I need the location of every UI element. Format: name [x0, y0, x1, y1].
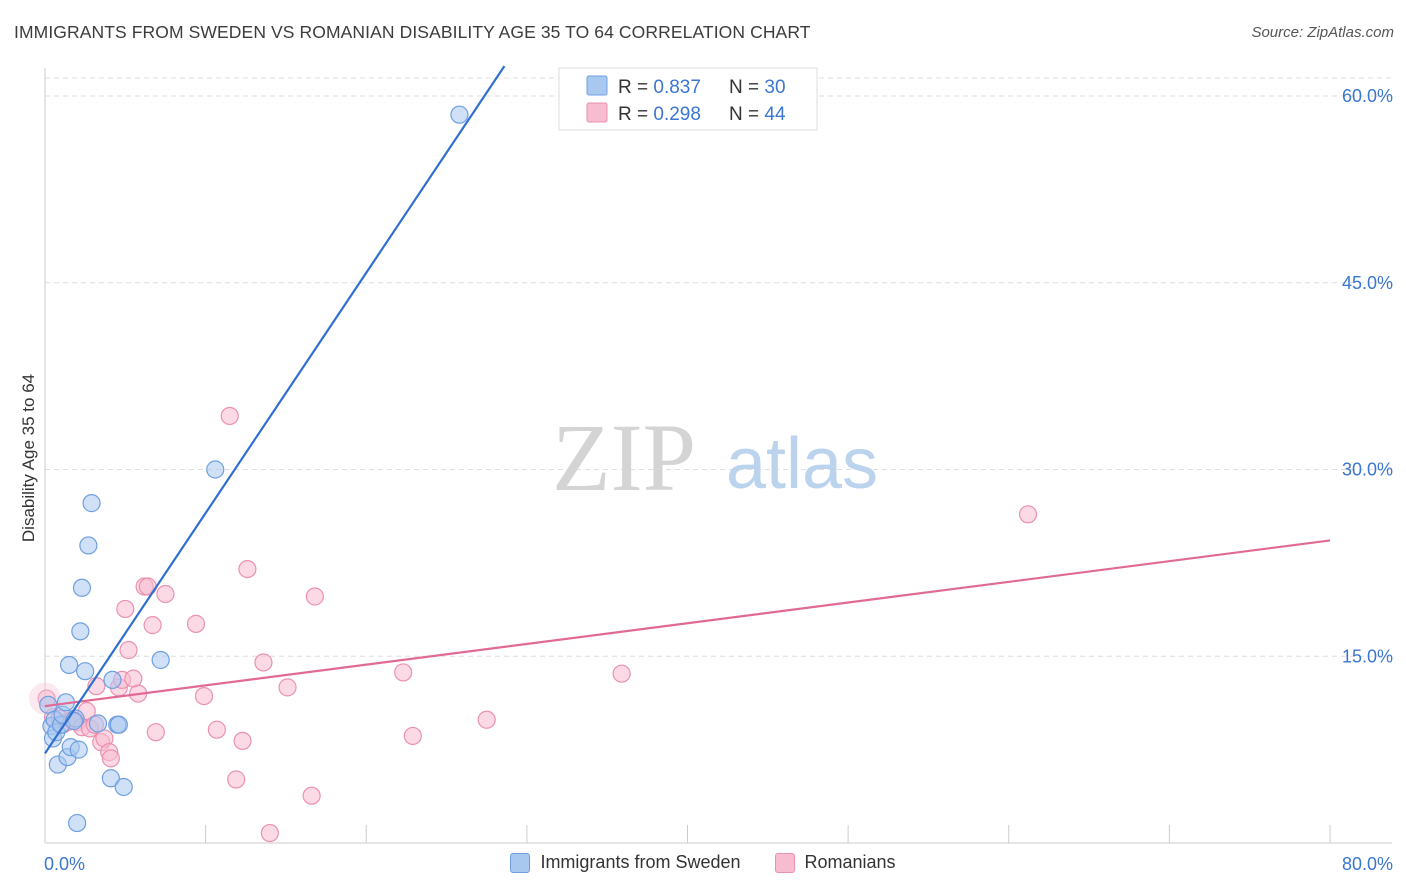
trend-line-romanians: [44, 539, 1331, 708]
romanians-point-35: [260, 823, 279, 843]
legend-item-romanians: Romanians: [774, 852, 896, 873]
y-tick-label-0: 15.0%: [1342, 646, 1393, 666]
romanians-point-34: [254, 653, 273, 672]
romanians-point-43: [1018, 505, 1038, 524]
sweden-point-18: [82, 494, 101, 513]
romanians-point-41: [477, 710, 496, 729]
series-romanians-points: [29, 406, 1038, 843]
sweden-point-20: [101, 769, 120, 788]
sweden-point-29: [64, 711, 84, 731]
romanians-point-15: [101, 749, 120, 768]
legend-bottom: Immigrants from Sweden Romanians: [0, 852, 1406, 873]
sweden-point-14: [71, 622, 90, 641]
legend-n-label-2: N =: [729, 104, 764, 125]
sweden-point-27: [206, 460, 225, 479]
watermark-zip: ZIP: [552, 404, 696, 511]
x-tick-label-0: 0.0%: [44, 854, 85, 874]
romanians-point-25: [146, 723, 165, 742]
romanians-point-27: [186, 614, 206, 633]
y-tick-label-1: 30.0%: [1342, 460, 1393, 480]
y-tick-label-3: 60.0%: [1342, 86, 1393, 106]
romanians-point-36: [278, 678, 297, 697]
sweden-point-15: [72, 578, 92, 597]
axes: [44, 68, 1392, 844]
legend-bottom-swatch-romanians: [774, 852, 795, 873]
sweden-point-23: [109, 715, 128, 734]
source-label: Source: ZipAtlas.com: [1251, 24, 1394, 41]
x-tick-labels: 0.0% 80.0%: [44, 854, 1393, 874]
svg-text:N = 30: N = 30: [729, 77, 786, 98]
romanians-point-29: [207, 720, 226, 739]
romanians-point-26: [156, 584, 175, 604]
sweden-point-19: [88, 714, 108, 733]
romanians-point-31: [220, 406, 239, 426]
legend-n-value-1: 30: [764, 77, 785, 98]
sweden-point-21: [103, 670, 122, 690]
romanians-point-19: [119, 640, 138, 660]
sweden-point-13: [69, 740, 88, 759]
legend-n-label-1: N =: [729, 77, 764, 98]
legend-bottom-label-romanians: Romanians: [804, 852, 896, 872]
sweden-point-10: [59, 655, 79, 675]
sweden-point-26: [151, 650, 170, 670]
legend-bottom-label-sweden: Immigrants from Sweden: [540, 852, 741, 872]
romanians-point-18: [116, 599, 135, 619]
svg-text:R = 0.837: R = 0.837: [618, 77, 701, 98]
legend-r-label-1: R =: [618, 77, 653, 98]
legend-item-sweden: Immigrants from Sweden: [510, 852, 741, 873]
romanians-point-39: [394, 663, 413, 682]
romanians-point-37: [302, 786, 321, 805]
sweden-point-25: [68, 813, 87, 833]
romanians-point-32: [233, 731, 252, 751]
y-tick-labels: 15.0% 30.0% 45.0% 60.0%: [1342, 86, 1393, 666]
watermark-atlas: atlas: [726, 424, 878, 504]
sweden-point-16: [76, 662, 95, 681]
series-sweden-points: [39, 105, 469, 833]
y-tick-label-2: 45.0%: [1342, 273, 1393, 293]
legend-swatch-sweden: [586, 75, 608, 96]
legend-swatch-romanians: [586, 102, 608, 123]
chart-title: IMMIGRANTS FROM SWEDEN VS ROMANIAN DISAB…: [14, 22, 811, 42]
sweden-point-28: [450, 105, 469, 124]
romanians-point-40: [403, 726, 422, 746]
romanians-point-30: [227, 770, 246, 789]
svg-text:N = 44: N = 44: [729, 104, 786, 125]
romanians-point-28: [194, 686, 214, 706]
legend-bottom-swatch-sweden: [510, 852, 531, 873]
legend-r-value-2: 0.298: [653, 104, 701, 125]
legend-n-value-2: 44: [764, 104, 786, 125]
y-axis-label: Disability Age 35 to 64: [19, 374, 38, 542]
sweden-point-24: [114, 777, 133, 797]
trend-line-sweden: [44, 65, 506, 754]
legend-r-value-1: 0.837: [653, 77, 701, 98]
trend-lines: [44, 65, 1331, 754]
watermark: ZIP atlas: [552, 404, 878, 511]
legend-top: R = 0.837 N = 30 R = 0.298 N = 44: [558, 67, 818, 131]
x-tick-label-1: 80.0%: [1342, 854, 1393, 874]
romanians-point-42: [612, 664, 631, 683]
svg-text:R = 0.298: R = 0.298: [618, 104, 701, 125]
legend-r-label-2: R =: [618, 104, 653, 125]
romanians-point-38: [305, 587, 324, 606]
romanians-point-24: [143, 616, 162, 635]
sweden-point-17: [79, 536, 98, 555]
romanians-point-33: [238, 559, 257, 579]
